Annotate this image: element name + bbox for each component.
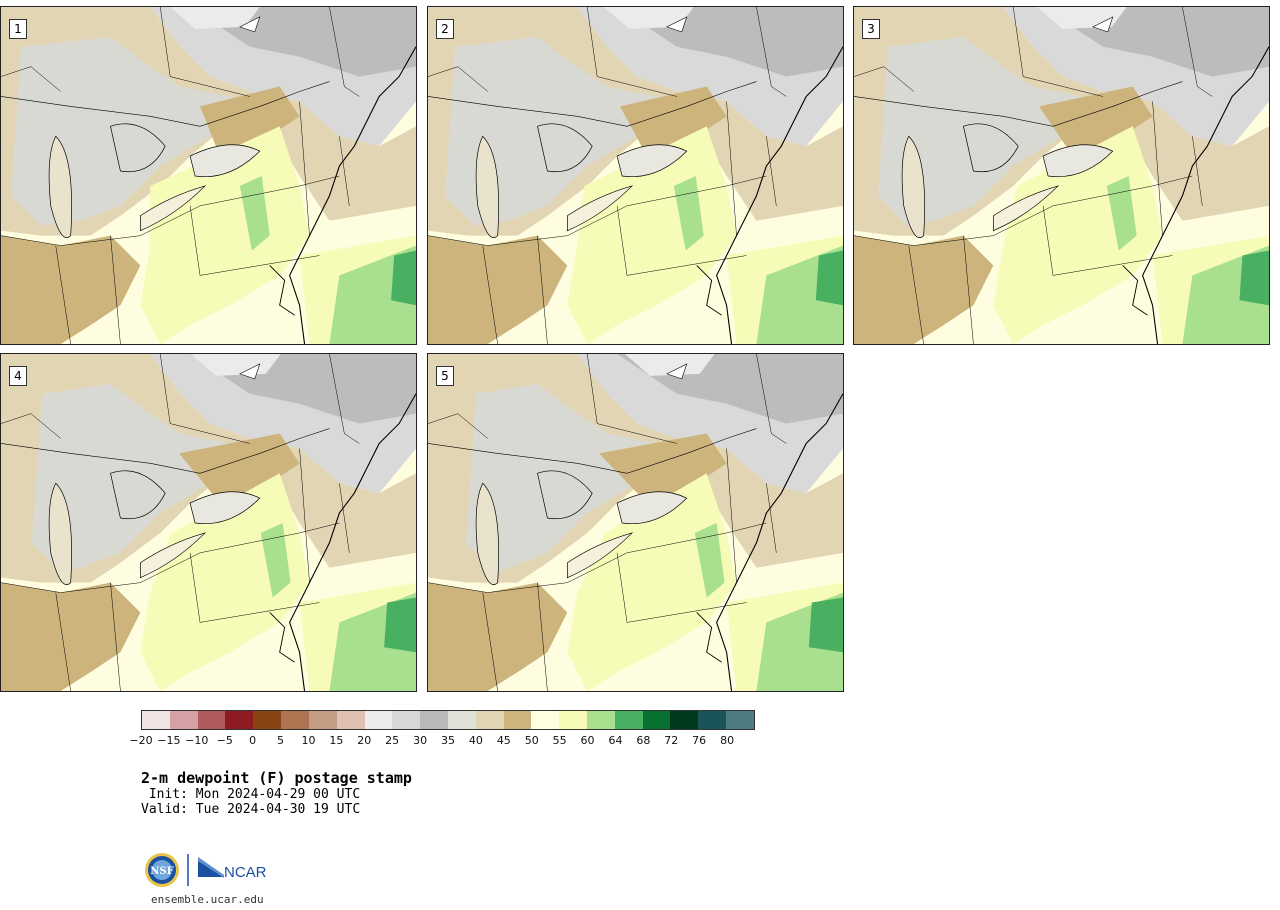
colorbar-tick-label: 10 [301, 734, 316, 747]
colorbar-segment [308, 711, 337, 729]
colorbar-segment [253, 711, 282, 729]
colorbar-segment [364, 711, 393, 729]
colorbar-tick-label: −20 [129, 734, 153, 747]
colorbar-segment [225, 711, 254, 729]
sponsor-logos: NSF NCAR [144, 851, 274, 889]
colorbar-tick-label: 20 [357, 734, 372, 747]
panel-number-badge: 3 [862, 19, 880, 39]
colorbar-tick-label: 45 [496, 734, 511, 747]
colorbar-segment [447, 711, 476, 729]
colorbar [141, 710, 755, 730]
colorbar-segment [559, 711, 587, 729]
map-panel: 4 [0, 353, 417, 692]
nsf-logo-icon: NSF [145, 853, 179, 887]
map-panel: 1 [0, 6, 417, 345]
map-title: 2-m dewpoint (F) postage stamp [141, 769, 412, 787]
colorbar-segment [392, 711, 421, 729]
init-time: Init: Mon 2024-04-29 00 UTC [141, 787, 361, 802]
colorbar-tick-label: −10 [185, 734, 209, 747]
colorbar-tick-label: 25 [385, 734, 400, 747]
colorbar-tick-label: 5 [277, 734, 285, 747]
ncar-logo-icon: NCAR [198, 857, 267, 881]
panel-number-badge: 2 [436, 19, 454, 39]
map-panel: 3 [853, 6, 1270, 345]
panel-number-badge: 4 [9, 366, 27, 386]
colorbar-segment [531, 711, 560, 729]
colorbar-tick-label: 40 [468, 734, 483, 747]
colorbar-tick-label: 15 [329, 734, 344, 747]
colorbar-segment [475, 711, 504, 729]
colorbar-segment [698, 711, 727, 729]
colorbar-tick-label: 80 [720, 734, 735, 747]
colorbar-tick-label: 72 [664, 734, 679, 747]
colorbar-tick-label: −15 [157, 734, 181, 747]
colorbar-tick-label: 35 [441, 734, 455, 747]
colorbar-segment [281, 711, 309, 729]
map-panel: 2 [427, 6, 844, 345]
colorbar-segment [197, 711, 226, 729]
svg-text:NSF: NSF [150, 866, 173, 877]
colorbar-segment [726, 711, 754, 729]
colorbar-tick-label: 64 [608, 734, 623, 747]
colorbar-tick-labels: −20 −15 −10 −5 0 5 10 15 20 25 30 35 40 45 50 55 60 64 68 7… [129, 734, 755, 748]
colorbar-tick-label: 76 [692, 734, 707, 747]
colorbar-tick-label: 60 [580, 734, 595, 747]
panel-number-badge: 1 [9, 19, 27, 39]
colorbar-tick-label: 55 [552, 734, 567, 747]
colorbar-segment [670, 711, 699, 729]
colorbar-tick-label: 50 [524, 734, 539, 747]
colorbar-segment [503, 711, 532, 729]
panel-number-badge: 5 [436, 366, 454, 386]
colorbar-tick-label: 0 [249, 734, 257, 747]
website-url: ensemble.ucar.edu [151, 893, 264, 906]
colorbar-tick-label: −5 [216, 734, 233, 747]
colorbar-segment [587, 711, 615, 729]
colorbar-segment [142, 711, 170, 729]
colorbar-segment [169, 711, 198, 729]
colorbar-tick-label: 68 [636, 734, 651, 747]
map-panel: 5 [427, 353, 844, 692]
svg-text:NCAR: NCAR [224, 864, 267, 881]
colorbar-segment [614, 711, 643, 729]
valid-time: Valid: Tue 2024-04-30 19 UTC [141, 802, 361, 817]
colorbar-segment [642, 711, 671, 729]
colorbar-segment [420, 711, 448, 729]
colorbar-tick-label: 30 [413, 734, 428, 747]
colorbar-segment [336, 711, 365, 729]
